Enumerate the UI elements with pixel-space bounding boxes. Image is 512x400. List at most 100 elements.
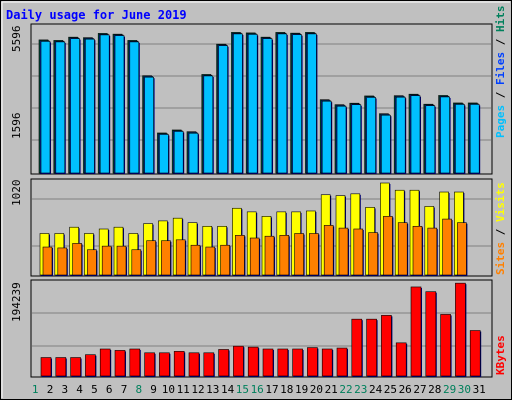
- kbytes-bar: [188, 352, 200, 377]
- kbytes-bar: [336, 347, 348, 377]
- sites-bar-face: [427, 227, 438, 276]
- day-label: 1: [32, 383, 39, 396]
- pages-bar: [262, 38, 273, 174]
- pages-bar-face: [277, 33, 288, 174]
- legend-pages: Pages: [494, 105, 507, 138]
- kbytes-bar: [159, 352, 171, 377]
- sites-bar-face: [412, 225, 423, 276]
- pages-bar-face: [144, 76, 154, 174]
- pages-bar-face: [129, 41, 140, 174]
- sites-bar: [353, 228, 364, 276]
- sites-bar: [220, 244, 231, 276]
- day-label: 12: [191, 383, 204, 396]
- pages-bar: [188, 132, 199, 174]
- sites-bar-face: [72, 243, 82, 276]
- sites-bar: [383, 216, 394, 276]
- pages-bar: [99, 34, 111, 174]
- kbytes-bar-face: [425, 291, 437, 377]
- pages-bar-face: [469, 104, 480, 174]
- sites-bar-face: [442, 218, 452, 276]
- day-label: 18: [280, 383, 293, 396]
- legend-sites: Sites: [494, 242, 507, 275]
- x-axis-day-labels: 1 2 3 4 5 6 7 8 9 10 11 12 13 14 15 16 17 18 19 20 21 22 23 24 2…: [32, 383, 486, 396]
- pages-bar-face: [159, 134, 169, 174]
- sites-bar-face: [146, 240, 156, 276]
- pages-bar-face: [395, 96, 406, 174]
- sites-bar-face: [205, 246, 216, 276]
- day-label: 13: [206, 383, 219, 396]
- day-label: 23: [354, 383, 367, 396]
- sites-bar: [427, 227, 438, 276]
- pages-bar-face: [351, 104, 362, 174]
- day-label: 9: [150, 383, 157, 396]
- pages-bar-face: [99, 34, 110, 174]
- pages-bar: [292, 34, 303, 174]
- kbytes-bar-face: [262, 348, 274, 377]
- pages-bar: [85, 38, 96, 175]
- sites-bar-face: [338, 227, 349, 276]
- kbytes-bar: [292, 348, 304, 377]
- legend-hits: Hits: [494, 6, 507, 33]
- kbytes-bar: [233, 345, 245, 377]
- sites-bar-face: [57, 247, 68, 276]
- day-label: 30: [458, 383, 471, 396]
- day-label: 2: [47, 383, 54, 396]
- sites-bar-face: [235, 235, 245, 276]
- pages-bar-face: [114, 35, 125, 174]
- pages-bar-face: [218, 45, 228, 174]
- kbytes-bar-face: [395, 342, 407, 377]
- kbytes-bar-face: [173, 351, 185, 377]
- pages-bar-face: [455, 104, 465, 174]
- pages-bar: [70, 38, 81, 174]
- kbytes-bar: [366, 318, 378, 377]
- sites-bar: [190, 244, 201, 276]
- day-label: 16: [251, 383, 264, 396]
- sites-bar-face: [309, 233, 319, 276]
- pages-bar: [410, 95, 421, 174]
- sites-bar-face: [353, 228, 364, 276]
- pages-bar-face: [440, 96, 450, 174]
- sites-bar-face: [87, 249, 97, 276]
- legend-sep: /: [494, 32, 507, 52]
- pages-bar: [55, 41, 66, 175]
- pages-bar: [366, 97, 377, 174]
- pages-bar-face: [203, 75, 214, 174]
- sites-bar: [57, 247, 68, 276]
- sites-bar-face: [131, 249, 142, 276]
- sites-bar: [42, 246, 53, 276]
- pages-bar-face: [307, 33, 317, 174]
- kbytes-bar: [85, 354, 97, 377]
- pages-bar: [203, 75, 214, 174]
- sites-bar-face: [101, 245, 112, 276]
- sites-bar: [101, 245, 113, 276]
- kbytes-bar: [469, 330, 482, 377]
- panel-mid-max-label: 1020: [10, 180, 23, 207]
- pages-bar-face: [55, 41, 66, 174]
- sites-bar-face: [190, 244, 201, 276]
- panel-bot-bars: [40, 282, 482, 377]
- kbytes-bar-face: [188, 352, 200, 377]
- legend-top: Pages / Files / Hits: [494, 6, 507, 139]
- kbytes-bar-face: [70, 357, 81, 377]
- day-label: 15: [236, 383, 249, 396]
- kbytes-bar-face: [203, 352, 215, 377]
- pages-bar-face: [425, 105, 436, 174]
- day-label: 8: [135, 383, 142, 396]
- day-label: 31: [473, 383, 486, 396]
- pages-bar: [173, 131, 185, 174]
- pages-bar: [321, 100, 333, 174]
- sites-bar: [146, 240, 157, 276]
- sites-bar-face: [42, 246, 53, 276]
- kbytes-bar-face: [233, 345, 244, 377]
- kbytes-bar: [144, 352, 156, 377]
- sites-bar: [309, 233, 320, 276]
- kbytes-bar-face: [218, 349, 229, 377]
- sites-bar: [161, 240, 172, 276]
- pages-bar: [336, 105, 347, 174]
- kbytes-bar: [381, 315, 393, 377]
- day-label: 27: [413, 383, 426, 396]
- day-label: 6: [106, 383, 113, 396]
- kbytes-bar: [455, 282, 467, 377]
- kbytes-bar-face: [440, 314, 451, 377]
